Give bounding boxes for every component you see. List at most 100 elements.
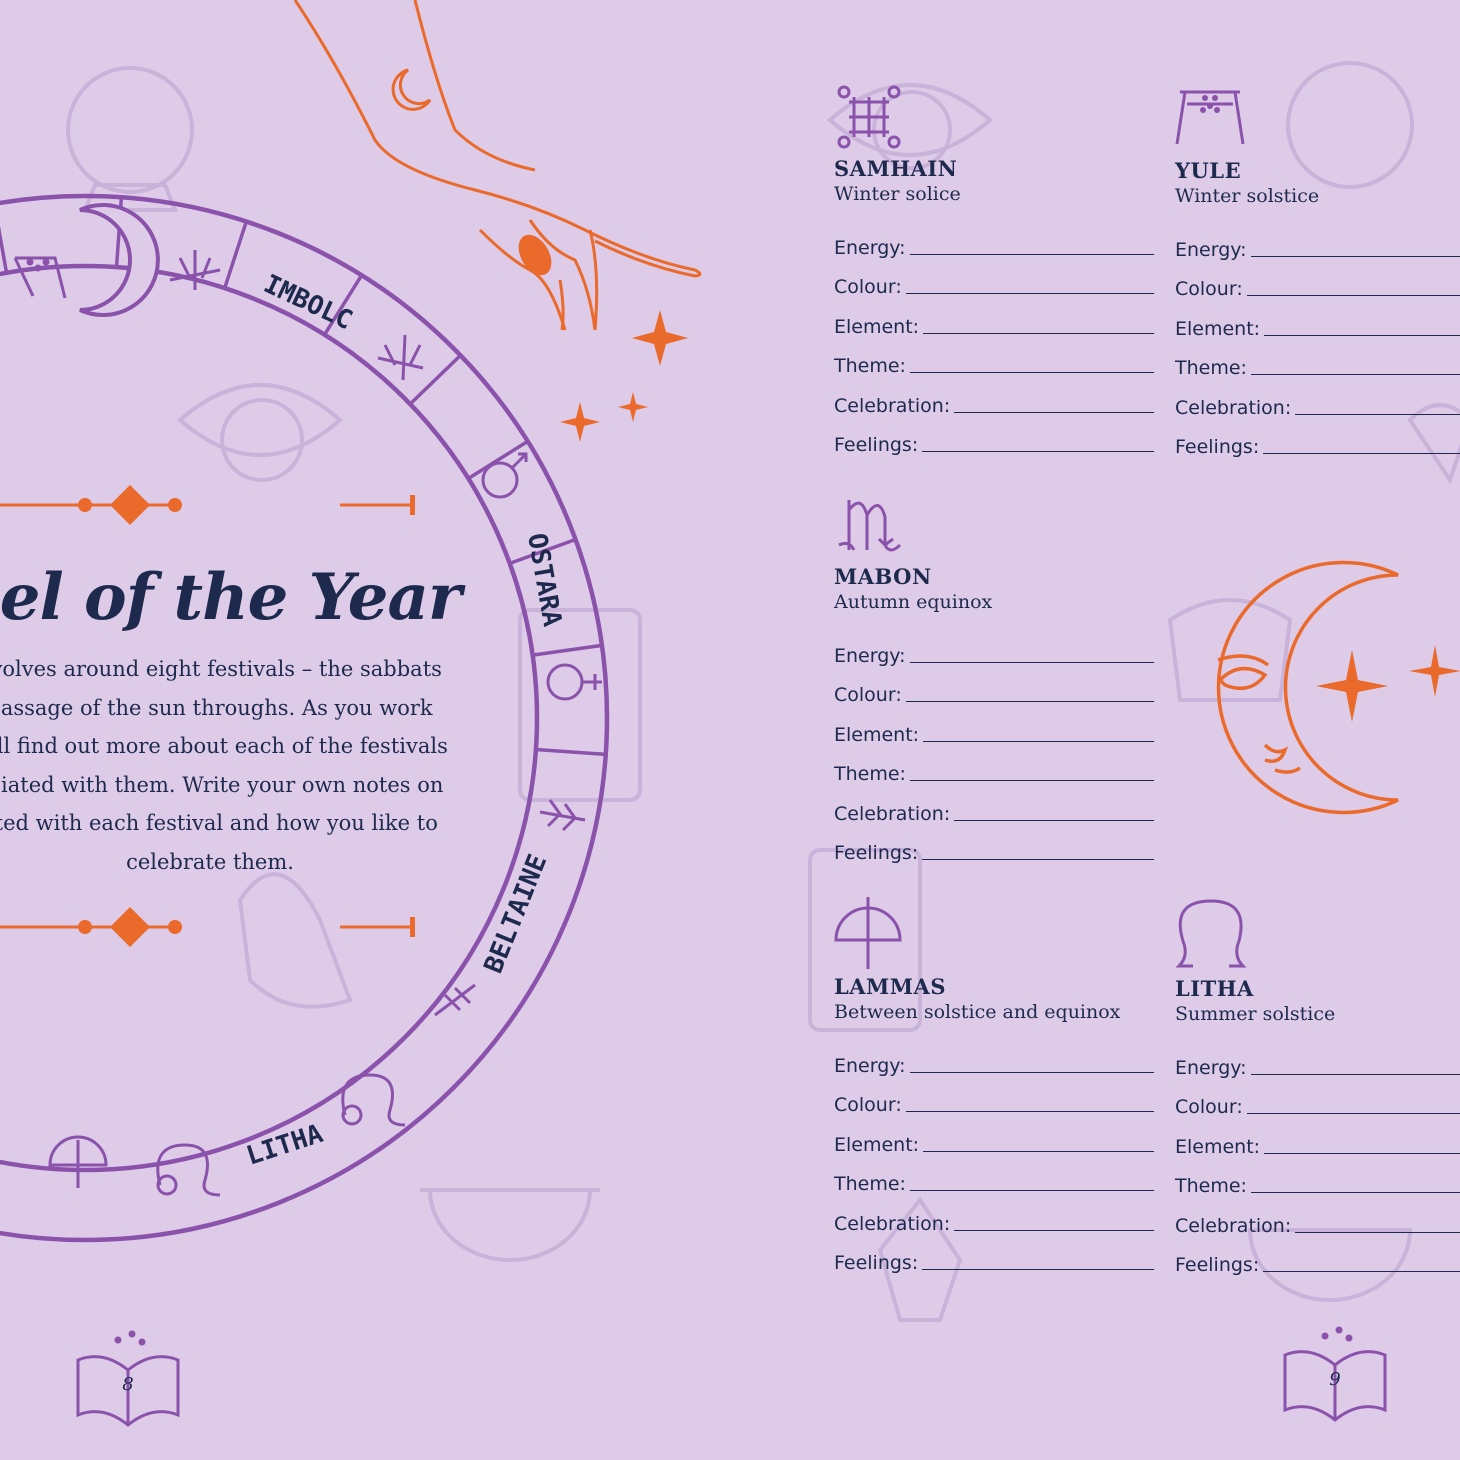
sabbat-subtitle: Summer solstice	[1175, 1003, 1336, 1025]
field-energy: Energy:	[834, 627, 1154, 667]
write-line[interactable]	[923, 332, 1154, 334]
lammas-sigil-icon	[834, 897, 902, 969]
field-energy: Energy:	[1175, 1039, 1460, 1079]
field-element: Element:	[834, 298, 1154, 338]
write-line[interactable]	[922, 450, 1154, 452]
page-number-left: 8	[122, 1374, 134, 1395]
wheel-inner-ring	[0, 263, 540, 1173]
field-colour: Colour:	[1175, 261, 1460, 300]
sabbat-subtitle: Between solstice and equinox	[834, 1001, 1121, 1023]
write-line[interactable]	[905, 700, 1154, 702]
wheel-segment-divider	[323, 274, 364, 336]
crystal-ball-icon	[1286, 61, 1414, 189]
write-line[interactable]	[954, 411, 1154, 413]
wheel-of-year-illustration: IMBOLC OSTARA BELTAINE LITHA	[0, 0, 702, 1427]
wheel-segment-divider	[408, 354, 462, 406]
page-number-right: 9	[1329, 1369, 1341, 1390]
rune-ring-icon	[377, 334, 424, 381]
write-line[interactable]	[909, 371, 1154, 373]
moon-illustration	[1216, 560, 1460, 1422]
write-line[interactable]	[1250, 1073, 1460, 1075]
write-line[interactable]	[922, 1268, 1154, 1270]
sabbat-name: YULE	[1175, 158, 1242, 183]
cauldron-icon	[1247, 1228, 1413, 1302]
samhain-sigil-icon	[837, 85, 901, 149]
write-line[interactable]	[1246, 1112, 1460, 1114]
intro-line: celebrate them.	[126, 849, 294, 874]
field-energy: Energy:	[834, 219, 1154, 259]
tarot-card-icon	[808, 848, 922, 1032]
wheel-segment-divider	[223, 221, 248, 289]
sabbat-card-lammas: LAMMAS Between solstice and equinox Ener…	[834, 895, 1154, 1274]
star-icon	[560, 402, 600, 442]
field-theme: Theme:	[1175, 340, 1460, 379]
write-line[interactable]	[1264, 334, 1460, 336]
write-line[interactable]	[909, 779, 1154, 781]
intro-line: ociated with them. Write your own notes …	[0, 772, 444, 797]
write-line[interactable]	[1264, 1152, 1460, 1154]
field-element: Element:	[1175, 300, 1460, 340]
sabbat-name: LAMMAS	[834, 974, 947, 999]
crescent-moon-icon	[79, 203, 160, 317]
star-icon	[1316, 650, 1388, 722]
feather-ring-icon	[434, 983, 476, 1017]
wheel-segment-divider	[535, 747, 606, 757]
wheel-segment-divider	[509, 537, 577, 566]
mabon-sigil-icon	[838, 500, 902, 552]
intro-line: will find out more about each of the fes…	[0, 734, 448, 758]
wheel-outer-ring	[0, 193, 610, 1243]
write-line[interactable]	[923, 740, 1154, 742]
cauldron-icon	[427, 1188, 593, 1262]
write-line[interactable]	[909, 1189, 1154, 1191]
field-celebration: Celebration:	[834, 1195, 1154, 1235]
imbolc-ring-icon	[169, 250, 221, 290]
field-element: Element:	[834, 706, 1154, 746]
write-line[interactable]	[923, 1150, 1154, 1152]
sabbat-fields: Energy: Colour: Element: Theme: Celebrat…	[834, 1037, 1154, 1274]
sabbat-fields: Energy: Colour: Element: Theme: Celebrat…	[1175, 1039, 1460, 1276]
sabbat-subtitle: Winter solice	[834, 183, 961, 205]
sabbat-fields: Energy: Colour: Element: Theme: Celebrat…	[834, 219, 1154, 456]
write-line[interactable]	[922, 858, 1154, 860]
write-line[interactable]	[1295, 1231, 1460, 1233]
write-line[interactable]	[1250, 1191, 1460, 1193]
sabbat-card-samhain: SAMHAIN Winter solice Energy: Colour: El…	[834, 82, 1154, 456]
write-line[interactable]	[909, 253, 1154, 255]
wheel-segment-divider	[0, 225, 9, 274]
write-line[interactable]	[1250, 373, 1460, 375]
mortar-icon	[1167, 598, 1293, 702]
intro-line: evolves around eight festivals – the sab…	[0, 657, 442, 681]
page-book-icon-left	[76, 1330, 180, 1427]
write-line[interactable]	[1250, 255, 1460, 257]
field-celebration: Celebration:	[834, 785, 1154, 825]
write-line[interactable]	[905, 292, 1154, 294]
field-celebration: Celebration:	[1175, 1197, 1460, 1237]
write-line[interactable]	[905, 1110, 1154, 1112]
field-energy: Energy:	[834, 1037, 1154, 1077]
wheel-segment-divider	[467, 439, 529, 480]
arrow-ring-icon	[539, 799, 586, 832]
crystal-ball-icon	[66, 66, 194, 194]
sabbat-name: MABON	[834, 564, 932, 589]
crystal-icon	[877, 1196, 963, 1322]
write-line[interactable]	[954, 1229, 1154, 1231]
write-line[interactable]	[909, 661, 1154, 663]
left-page: IMBOLC OSTARA BELTAINE LITHA	[0, 0, 702, 1427]
sabbat-card-litha: LITHA Summer solstice Energy: Colour: El…	[1175, 894, 1460, 1276]
field-element: Element:	[1175, 1118, 1460, 1158]
intro-paragraph: evolves around eight festivals – the sab…	[0, 650, 540, 881]
write-line[interactable]	[909, 1071, 1154, 1073]
write-line[interactable]	[1246, 294, 1460, 296]
write-line[interactable]	[1263, 1270, 1460, 1272]
mars-ring-icon	[481, 452, 528, 499]
write-line[interactable]	[954, 819, 1154, 821]
field-colour: Colour:	[834, 259, 1154, 298]
fingernail	[518, 234, 552, 276]
wheel-segment-divider	[532, 643, 603, 657]
intro-line: ated with each festival and how you like…	[0, 811, 438, 835]
write-line[interactable]	[1263, 452, 1460, 454]
leo-sigil-icon	[1175, 899, 1247, 968]
eye-icon	[176, 383, 344, 457]
write-line[interactable]	[1295, 413, 1460, 415]
hand-moon-tattoo-icon	[391, 68, 432, 111]
